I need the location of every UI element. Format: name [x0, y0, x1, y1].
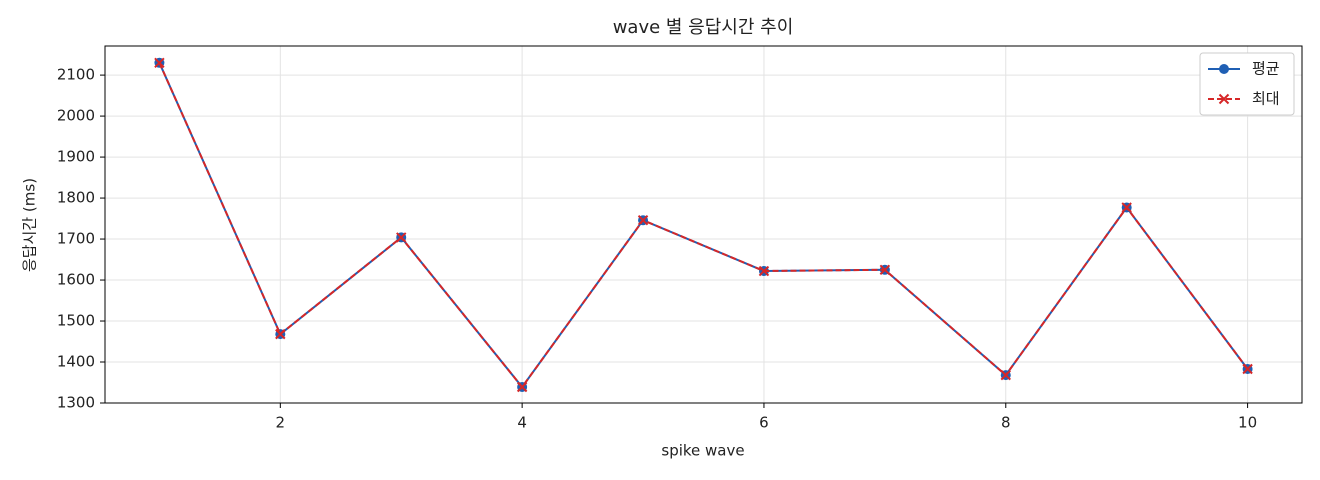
- marker: [275, 328, 286, 340]
- y-axis-label: 응답시간 (ms): [21, 178, 39, 272]
- y-tick-label: 1500: [57, 312, 95, 330]
- legend-label: 최대: [1252, 90, 1280, 108]
- legend-marker: [1219, 64, 1229, 74]
- x-tick-label: 10: [1238, 414, 1257, 432]
- y-tick-label: 1300: [57, 394, 95, 412]
- legend-label: 평균: [1252, 60, 1280, 78]
- legend-box: [1199, 52, 1295, 116]
- marker: [396, 232, 407, 243]
- x-tick-label: 2: [276, 414, 286, 432]
- series-line: [158, 62, 1249, 389]
- y-tick-label: 1700: [57, 230, 95, 248]
- x-tick-label: 8: [1001, 414, 1011, 432]
- marker: [154, 57, 165, 69]
- series-line: [158, 62, 1249, 389]
- marker: [879, 264, 891, 275]
- y-tick-label: 2000: [57, 107, 95, 125]
- x-axis-label: spike wave: [661, 442, 744, 460]
- legend-marker: [1218, 93, 1230, 105]
- chart-title: wave 별 응답시간 추이: [613, 17, 794, 38]
- y-tick-label: 1800: [57, 189, 95, 207]
- marker: [1242, 363, 1253, 375]
- y-tick-label: 1900: [57, 148, 95, 166]
- marker: [516, 381, 528, 393]
- marker: [758, 265, 770, 277]
- marker: [1121, 202, 1132, 213]
- y-tick-label: 1400: [57, 353, 95, 371]
- plot-frame: [104, 45, 1303, 404]
- x-tick-label: 4: [517, 414, 527, 432]
- marker: [1000, 369, 1011, 381]
- marker: [637, 214, 649, 226]
- y-tick-label: 2100: [57, 66, 95, 84]
- y-tick-label: 1600: [57, 271, 95, 289]
- x-tick-label: 6: [759, 414, 769, 432]
